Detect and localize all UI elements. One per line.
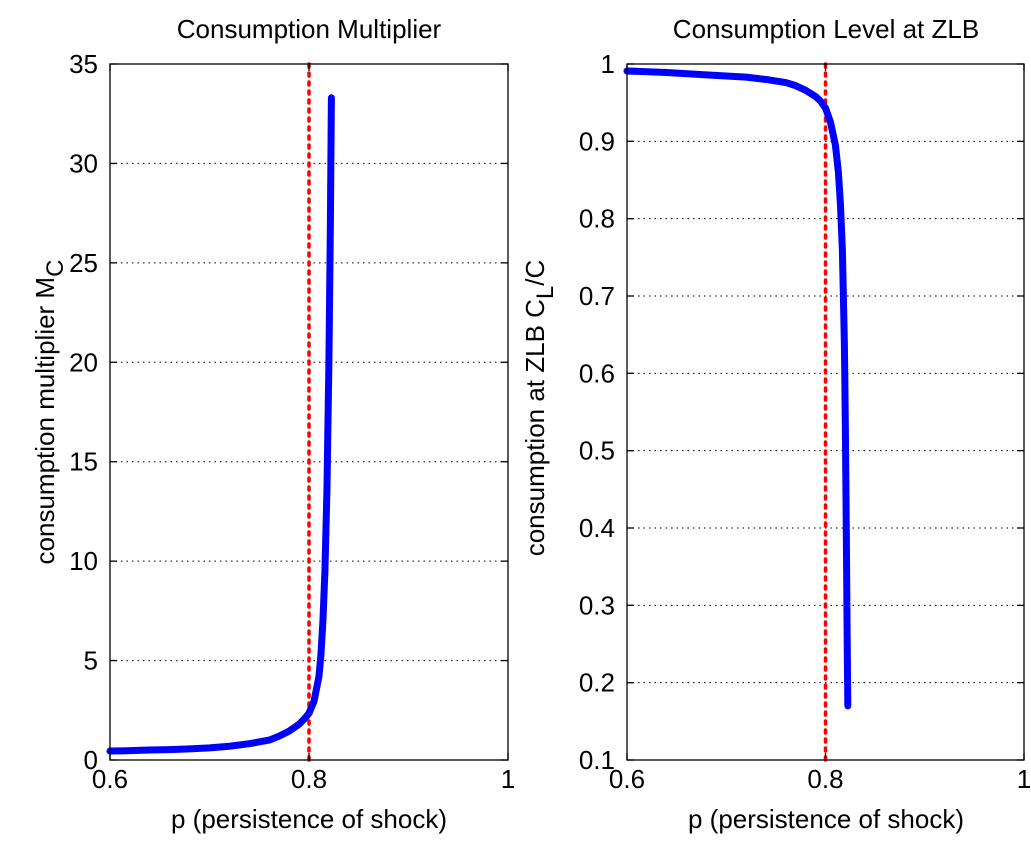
x-axis-label: p (persistence of shock)	[171, 804, 447, 834]
y-tick-label: 30	[69, 148, 98, 178]
y-tick-label: 0.3	[579, 590, 615, 620]
ticks: 0.1 0.2 0.3 0.4 0.5 0.6 0.7 0.8 0.9 1 0.6 0.8 1	[579, 49, 1031, 794]
y-tick-label: 0.8	[579, 204, 615, 234]
y-axis-label-main: consumption at ZLB C	[520, 299, 550, 556]
y-tick-label: 25	[69, 248, 98, 278]
y-tick-label: 15	[69, 447, 98, 477]
x-tick-label: 1	[1017, 764, 1031, 794]
y-axis-label-subscript: L	[532, 286, 559, 299]
y-tick-label: 0.2	[579, 668, 615, 698]
plot-area	[627, 64, 1024, 760]
ticks: 0 5 10 15 20 25 30 35 0.6 0.8 1	[69, 49, 515, 794]
y-tick-label: 0.6	[579, 358, 615, 388]
series-line	[623, 67, 852, 710]
y-axis-label-main: consumption multiplier M	[30, 277, 60, 565]
y-axis-label: consumption at ZLB CL/C	[520, 260, 559, 557]
y-tick-label: 0.1	[579, 745, 615, 775]
x-axis-label: p (persistence of shock)	[688, 804, 964, 834]
y-tick-label: 0.9	[579, 126, 615, 156]
y-tick-label: 10	[69, 546, 98, 576]
y-tick-label: 0.7	[579, 281, 615, 311]
x-tick-label: 0.8	[807, 764, 843, 794]
plot-area	[110, 64, 508, 760]
y-tick-label: 20	[69, 347, 98, 377]
y-axis-label: consumption multiplier MC	[30, 260, 69, 565]
series-line	[106, 94, 335, 755]
subplot-consumption-level: Consumption Level at ZLB 0.1 0.2 0.3 0.4 0.5…	[520, 14, 1031, 834]
y-tick-label: 5	[84, 646, 98, 676]
subplot-consumption-multiplier: Consumption Multiplier 0 5 10 15 20 25 30 35 0.6…	[30, 14, 515, 834]
x-tick-label: 0.6	[609, 764, 645, 794]
y-tick-label: 0	[84, 745, 98, 775]
y-tick-label: 35	[69, 49, 98, 79]
chart-title: Consumption Level at ZLB	[673, 14, 979, 44]
y-axis-label-suffix: /C	[520, 260, 550, 286]
x-tick-label: 0.8	[291, 764, 327, 794]
series-layer	[106, 94, 335, 755]
y-axis-label-subscript: C	[42, 260, 69, 277]
x-tick-label: 1	[501, 764, 515, 794]
y-tick-label: 0.5	[579, 436, 615, 466]
chart-title: Consumption Multiplier	[177, 14, 442, 44]
x-tick-label: 0.6	[92, 764, 128, 794]
series-layer	[623, 67, 852, 710]
y-tick-label: 1	[601, 49, 615, 79]
y-tick-label: 0.4	[579, 513, 615, 543]
